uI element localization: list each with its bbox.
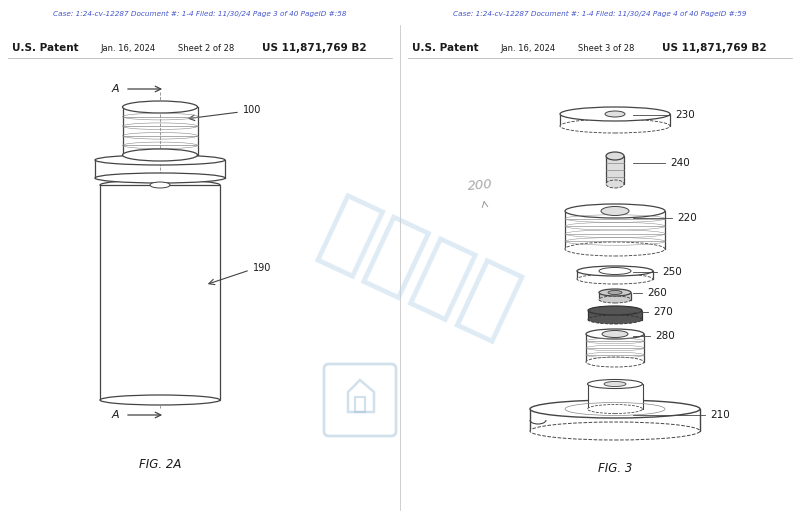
Ellipse shape	[605, 111, 625, 117]
Text: U.S. Patent: U.S. Patent	[12, 43, 78, 53]
Bar	[588, 310, 642, 319]
Text: 270: 270	[653, 307, 673, 317]
Text: 230: 230	[675, 110, 694, 120]
Bar	[560, 114, 670, 126]
Ellipse shape	[560, 107, 670, 121]
Bar	[100, 185, 220, 400]
Ellipse shape	[604, 382, 626, 386]
Ellipse shape	[95, 155, 225, 165]
Ellipse shape	[95, 173, 225, 183]
Text: A: A	[111, 84, 119, 94]
Text: Jan. 16, 2024: Jan. 16, 2024	[100, 44, 155, 53]
Text: 卖家支持: 卖家支持	[309, 189, 531, 351]
Text: 100: 100	[243, 105, 262, 115]
Ellipse shape	[588, 315, 642, 324]
Text: 280: 280	[655, 331, 674, 341]
Ellipse shape	[599, 296, 631, 303]
Bar	[606, 156, 624, 184]
Ellipse shape	[122, 149, 198, 161]
Text: 220: 220	[677, 213, 697, 223]
Text: 190: 190	[253, 263, 271, 273]
Ellipse shape	[586, 329, 644, 339]
Text: US 11,871,769 B2: US 11,871,769 B2	[262, 43, 366, 53]
Bar	[577, 271, 653, 279]
Ellipse shape	[577, 266, 653, 276]
Text: 210: 210	[710, 410, 730, 420]
Bar	[587, 384, 642, 409]
Ellipse shape	[606, 152, 624, 160]
Bar	[599, 292, 631, 300]
Ellipse shape	[588, 306, 642, 315]
Text: 250: 250	[662, 267, 682, 277]
Ellipse shape	[565, 242, 665, 256]
Ellipse shape	[606, 180, 624, 188]
Bar	[586, 334, 644, 362]
Text: 260: 260	[647, 288, 666, 298]
Ellipse shape	[577, 274, 653, 284]
Text: FIG. 3: FIG. 3	[598, 462, 632, 474]
Text: 240: 240	[670, 158, 690, 168]
Text: US 11,871,769 B2: US 11,871,769 B2	[662, 43, 766, 53]
Bar	[565, 211, 665, 249]
Ellipse shape	[586, 357, 644, 367]
Text: Case: 1:24-cv-12287 Document #: 1-4 Filed: 11/30/24 Page 3 of 40 PageID #:58: Case: 1:24-cv-12287 Document #: 1-4 File…	[54, 11, 346, 17]
Text: Case: 1:24-cv-12287 Document #: 1-4 Filed: 11/30/24 Page 4 of 40 PageID #:59: Case: 1:24-cv-12287 Document #: 1-4 File…	[454, 11, 746, 17]
Text: Jan. 16, 2024: Jan. 16, 2024	[500, 44, 555, 53]
Ellipse shape	[530, 400, 700, 418]
Text: U.S. Patent: U.S. Patent	[412, 43, 478, 53]
Ellipse shape	[150, 182, 170, 188]
Ellipse shape	[565, 204, 665, 218]
Text: FIG. 2A: FIG. 2A	[139, 459, 181, 472]
Ellipse shape	[100, 180, 220, 190]
Bar	[530, 409, 700, 431]
Ellipse shape	[122, 101, 198, 113]
Ellipse shape	[587, 405, 642, 413]
Ellipse shape	[601, 206, 629, 215]
Ellipse shape	[560, 119, 670, 133]
Ellipse shape	[100, 395, 220, 405]
Ellipse shape	[599, 289, 631, 296]
Text: Sheet 3 of 28: Sheet 3 of 28	[578, 44, 634, 53]
Text: 200: 200	[467, 177, 493, 192]
Ellipse shape	[608, 291, 622, 294]
Ellipse shape	[599, 267, 631, 275]
Ellipse shape	[602, 331, 628, 337]
Text: A: A	[111, 410, 119, 420]
Ellipse shape	[530, 422, 700, 440]
Ellipse shape	[587, 380, 642, 388]
Text: Sheet 2 of 28: Sheet 2 of 28	[178, 44, 234, 53]
